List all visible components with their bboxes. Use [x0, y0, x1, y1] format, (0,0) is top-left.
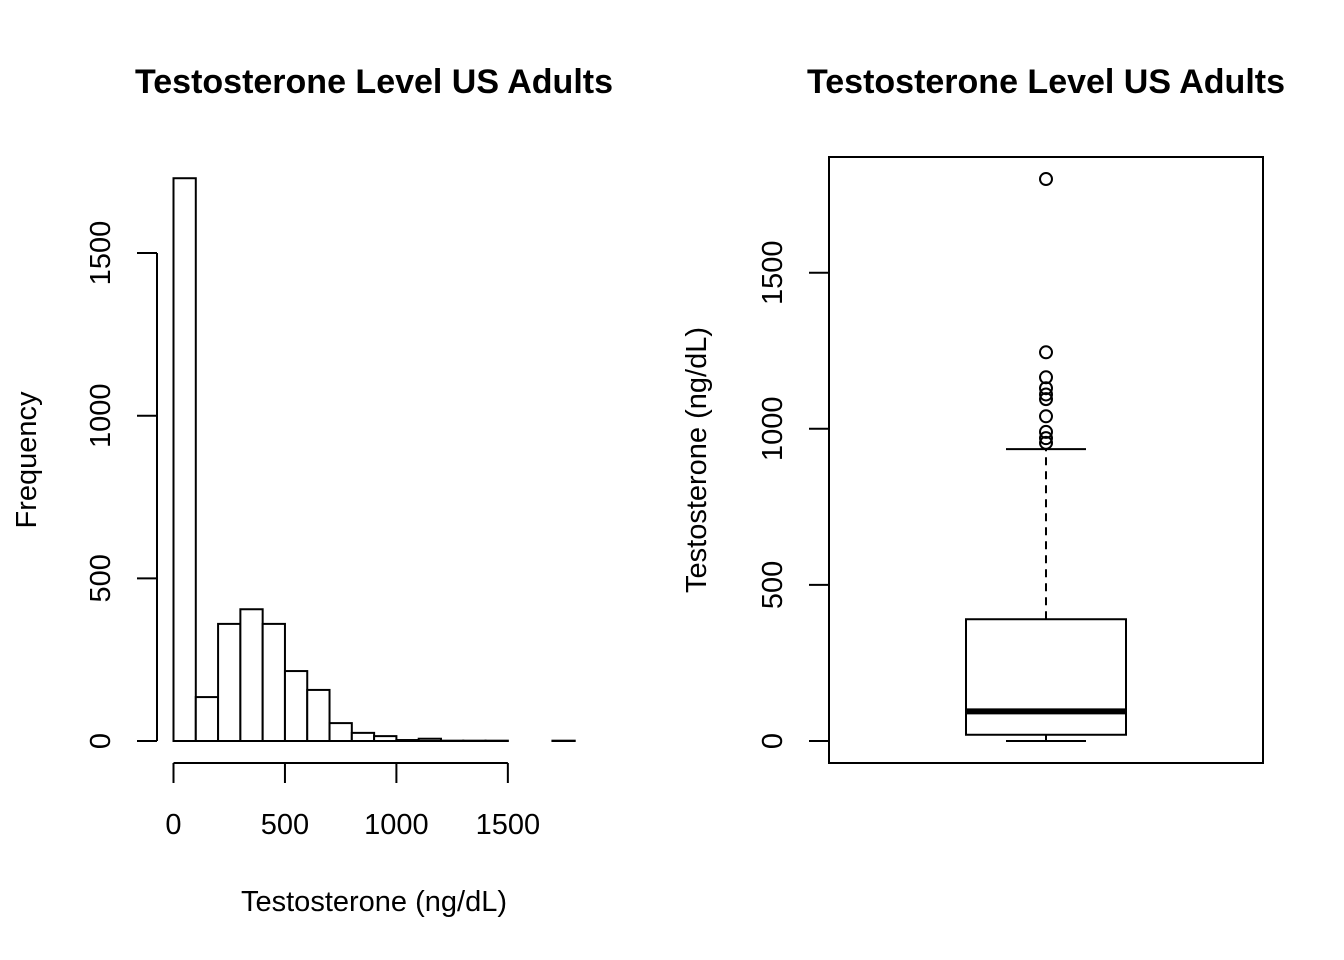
histogram-bar — [194, 696, 220, 742]
histogram-x-tick-label: 0 — [165, 809, 181, 841]
histogram-x-axis: 0 500 1000 1500 — [165, 762, 541, 841]
histogram-x-axis-label: Testosterone (ng/dL) — [241, 886, 507, 918]
histogram-y-axis: 0 500 1000 1500 — [85, 221, 158, 749]
histogram-bar — [217, 622, 242, 743]
histogram-y-tick-label: 1500 — [85, 221, 117, 286]
histogram-bar — [261, 622, 286, 743]
boxplot-outlier — [1039, 424, 1053, 439]
histogram-bar — [239, 608, 264, 742]
histogram-y-tick-label: 500 — [85, 554, 117, 602]
boxplot-y-tick-label: 500 — [757, 561, 789, 609]
boxplot-y-axis-label: Testosterone (ng/dL) — [681, 327, 713, 593]
boxplot-outlier — [1039, 392, 1053, 407]
histogram-bars — [172, 177, 576, 743]
boxplot-outlier — [1039, 387, 1053, 402]
boxplot-outlier — [1039, 381, 1053, 396]
histogram-x-tick-label: 1500 — [476, 809, 541, 841]
histogram-x-tick-label: 1000 — [364, 809, 429, 841]
boxplot-title: Testosterone Level US Adults — [807, 63, 1285, 101]
histogram-title: Testosterone Level US Adults — [135, 63, 613, 101]
histogram-bar — [395, 739, 420, 743]
boxplot-y-axis: 0 500 1000 1500 — [757, 240, 830, 749]
histogram-x-tick-label: 500 — [261, 809, 309, 841]
histogram-bar — [306, 688, 331, 743]
boxplot-y-tick-label: 1500 — [757, 240, 789, 305]
boxplot-box — [965, 618, 1127, 736]
boxplot-outlier — [1039, 172, 1053, 187]
boxplot-marks — [965, 172, 1127, 742]
boxplot-outlier — [1039, 370, 1053, 385]
boxplot-outlier — [1039, 435, 1053, 450]
boxplot-panel: Testosterone Level US Adults Testosteron… — [681, 63, 1285, 764]
histogram-bar — [373, 735, 398, 742]
boxplot-outlier — [1039, 409, 1053, 424]
histogram-bar — [172, 177, 197, 742]
boxplot-outlier — [1039, 345, 1053, 360]
histogram-bar — [417, 737, 442, 743]
histogram-y-axis-label: Frequency — [11, 391, 43, 529]
histogram-panel: Testosterone Level US Adults Testosteron… — [11, 63, 613, 918]
boxplot-outlier — [1039, 431, 1053, 446]
histogram-bar — [283, 670, 309, 742]
histogram-bar — [350, 731, 376, 742]
histogram-y-tick-label: 1000 — [85, 383, 117, 448]
histogram-y-tick-label: 0 — [85, 733, 117, 749]
histogram-bar — [328, 722, 353, 743]
boxplot-y-tick-label: 1000 — [757, 397, 789, 462]
boxplot-y-tick-label: 0 — [757, 733, 789, 749]
